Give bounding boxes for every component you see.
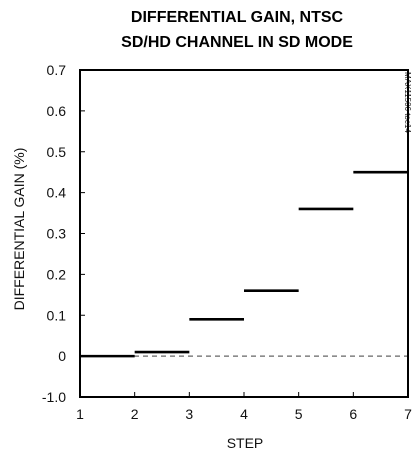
x-tick-label-3: 3 [185, 406, 193, 422]
x-tick-label-5: 5 [295, 406, 303, 422]
y-axis-label: DIFFERENTIAL GAIN (%) [11, 148, 27, 311]
y-tick-label-8: -1.0 [42, 389, 66, 405]
y-tick-label-2: 0.5 [47, 144, 67, 160]
x-tick-label-7: 7 [404, 406, 412, 422]
y-tick-label-0: 0.7 [47, 62, 67, 78]
y-tick-label-1: 0.6 [47, 103, 67, 119]
plot-area: 0.7 0.6 0.5 0.4 0.3 0.2 0.1 0 -1.0 1 2 3 4 5 6 7 [42, 62, 412, 422]
chart-title-line-1: DIFFERENTIAL GAIN, NTSC [131, 9, 344, 26]
y-tick-label-7: 0 [58, 348, 66, 364]
x-tick-label-4: 4 [240, 406, 248, 422]
y-tick-label-4: 0.3 [47, 226, 67, 242]
y-tick-label-6: 0.1 [47, 307, 67, 323]
x-tick-label-1: 1 [76, 406, 84, 422]
x-tick-label-2: 2 [131, 406, 139, 422]
x-axis-label: STEP [227, 435, 264, 451]
chart-title-line-2: SD/HD CHANNEL IN SD MODE [121, 34, 353, 51]
x-tick-label-6: 6 [349, 406, 357, 422]
y-tick-label-5: 0.2 [47, 266, 67, 282]
y-tick-label-3: 0.4 [47, 185, 67, 201]
plot-frame [79, 69, 409, 398]
